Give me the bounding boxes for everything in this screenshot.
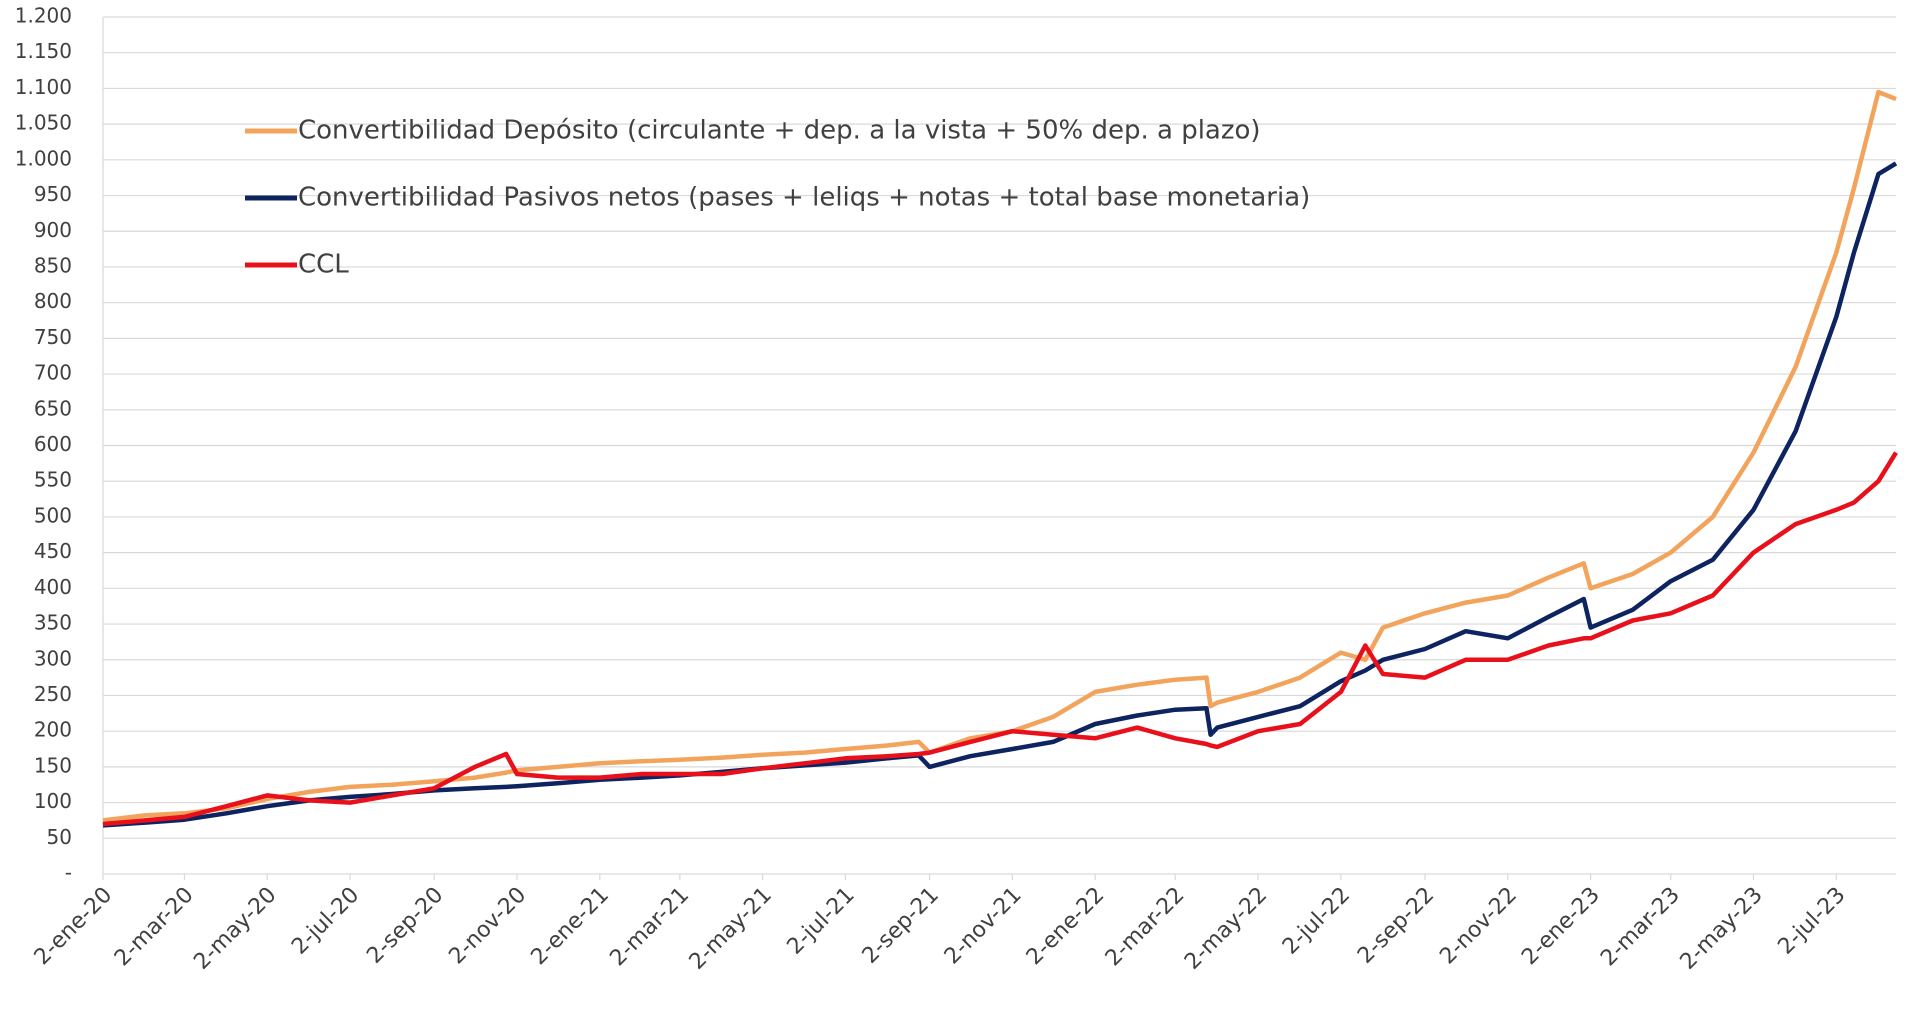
x-tick-label: 2-mar-23 — [1596, 883, 1685, 972]
legend-label: Convertibilidad Depósito (circulante + d… — [298, 116, 1261, 146]
y-tick-label: 600 — [34, 432, 72, 456]
legend-label: CCL — [298, 250, 349, 280]
y-tick-label: 50 — [47, 825, 72, 849]
y-tick-label: 800 — [34, 289, 72, 313]
x-tick-label: 2-mar-22 — [1101, 883, 1190, 972]
x-tick-label: 2-may-23 — [1676, 883, 1768, 975]
series-line — [102, 451, 1898, 827]
x-tick-label: 2-jul-20 — [287, 883, 364, 960]
x-tick-label: 2-may-20 — [189, 883, 281, 975]
y-tick-label: 650 — [34, 396, 72, 420]
y-tick-label: 500 — [34, 503, 72, 527]
x-tick-label: 2-may-21 — [685, 883, 777, 975]
y-tick-label: 1.100 — [15, 75, 72, 99]
legend-label: Convertibilidad Pasivos netos (pases + l… — [298, 183, 1310, 213]
series-line — [102, 161, 1898, 828]
x-tick-label: 2-sep-22 — [1353, 883, 1439, 969]
y-tick-label: 750 — [34, 325, 72, 349]
y-tick-label: 1.000 — [15, 146, 72, 170]
y-tick-label: 200 — [34, 718, 72, 742]
y-tick-label: 900 — [34, 218, 72, 242]
x-tick-label: 2-mar-20 — [110, 883, 199, 972]
x-tick-label: 2-ene-21 — [526, 883, 614, 971]
y-tick-label: 1.150 — [15, 39, 72, 63]
y-tick-label: 250 — [34, 682, 72, 706]
x-tick-label: 2-jul-21 — [783, 883, 860, 960]
y-tick-label: 1.050 — [15, 111, 72, 135]
x-tick-label: 2-nov-21 — [940, 883, 1027, 970]
y-tick-label: 400 — [34, 575, 72, 599]
y-tick-label: 100 — [34, 789, 72, 813]
y-tick-label: 300 — [34, 646, 72, 670]
y-tick-label: - — [65, 861, 72, 885]
x-tick-label: 2-sep-21 — [858, 883, 944, 969]
y-tick-label: 1.200 — [15, 4, 72, 28]
x-tick-label: 2-nov-20 — [444, 883, 531, 970]
y-tick-label: 150 — [34, 753, 72, 777]
y-tick-label: 450 — [34, 539, 72, 563]
y-tick-label: 850 — [34, 253, 72, 277]
y-tick-label: 700 — [34, 361, 72, 385]
x-tick-label: 2-ene-23 — [1517, 883, 1605, 971]
x-tick-label: 2-ene-20 — [30, 883, 118, 971]
x-tick-label: 2-may-22 — [1180, 883, 1272, 975]
y-tick-label: 350 — [34, 611, 72, 635]
x-tick-label: 2-ene-22 — [1022, 883, 1110, 971]
y-tick-label: 950 — [34, 182, 72, 206]
y-tick-label: 550 — [34, 468, 72, 492]
x-tick-label: 2-mar-21 — [605, 883, 694, 972]
x-tick-label: 2-nov-22 — [1435, 883, 1522, 970]
x-tick-label: 2-sep-20 — [362, 883, 448, 969]
x-tick-label: 2-jul-22 — [1278, 883, 1355, 960]
x-tick-label: 2-jul-23 — [1773, 883, 1850, 960]
